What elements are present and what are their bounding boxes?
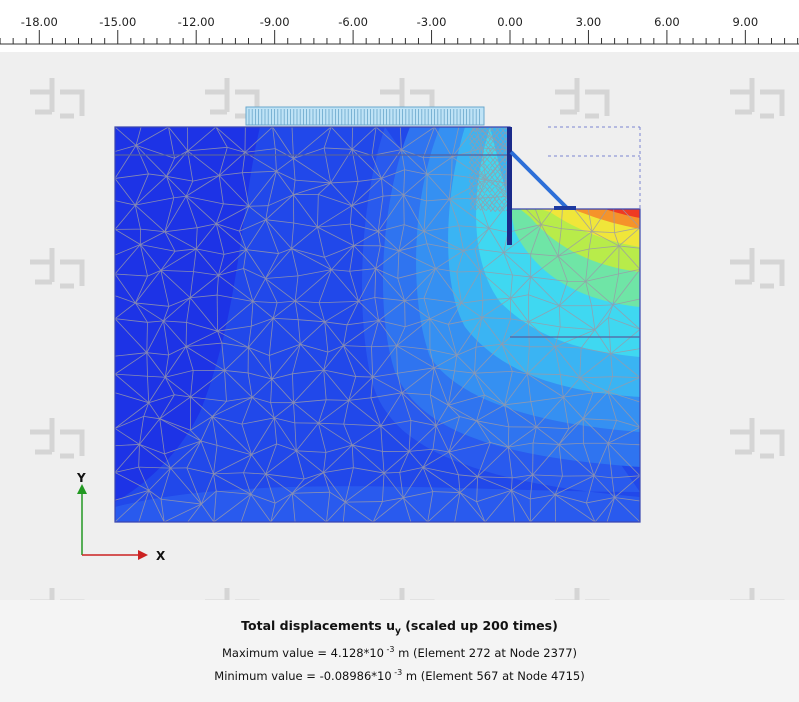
y-axis-arrow-icon: [77, 484, 87, 494]
ruler-tick-label: -12.00: [178, 15, 215, 29]
ruler-tick-label: 9.00: [733, 15, 759, 29]
title-subscript: y: [394, 626, 401, 637]
max-prefix: Maximum value = 4.128*10: [221, 645, 384, 660]
fe-model-canvas[interactable]: Y X: [0, 52, 799, 600]
max-exponent: -3: [383, 645, 395, 654]
model-viewport[interactable]: Y X: [0, 52, 799, 600]
horizontal-ruler: -18.00 -15.00 -12.00 -9.00 -6.00 -3.00 0.00 3.0…: [0, 0, 799, 52]
title-suffix: (scaled up 200 times): [400, 618, 558, 633]
axis-indicator: Y X: [76, 471, 166, 563]
min-exponent: -3: [391, 668, 403, 677]
ruler-tick-label: 6.00: [654, 15, 680, 29]
ruler-tick-label: -15.00: [99, 15, 136, 29]
maximum-value-line: Maximum value = 4.128*10 -3 m (Element 2…: [0, 645, 799, 660]
ruler-tick-label: -6.00: [338, 15, 368, 29]
anchor-strut: [509, 150, 569, 210]
retaining-wall: [507, 127, 512, 245]
y-axis-label: Y: [76, 471, 86, 485]
ruler-tick-label: 0.00: [497, 15, 523, 29]
ruler-tick-label: -9.00: [260, 15, 290, 29]
x-axis-label: X: [156, 549, 166, 563]
ruler-tick-label: -3.00: [417, 15, 447, 29]
title-prefix: Total displacements u: [241, 618, 395, 633]
minimum-value-line: Minimum value = -0.08986*10 -3 m (Elemen…: [0, 668, 799, 683]
x-axis-arrow-icon: [138, 550, 148, 560]
ruler-graphic: -18.00 -15.00 -12.00 -9.00 -6.00 -3.00 0.00 3.0…: [0, 15, 799, 45]
ruler-tick-label: 3.00: [576, 15, 602, 29]
ruler-tick-label: -18.00: [21, 15, 58, 29]
results-caption: Total displacements uy (scaled up 200 ti…: [0, 600, 799, 702]
caption-title: Total displacements uy (scaled up 200 ti…: [0, 618, 799, 637]
surface-load: [245, 106, 485, 126]
min-prefix: Minimum value = -0.08986*10: [214, 668, 392, 683]
min-suffix: m (Element 567 at Node 4715): [402, 668, 585, 683]
anchor-plate: [554, 206, 576, 210]
excavation-outline: [548, 126, 641, 209]
max-suffix: m (Element 272 at Node 2377): [394, 645, 578, 660]
